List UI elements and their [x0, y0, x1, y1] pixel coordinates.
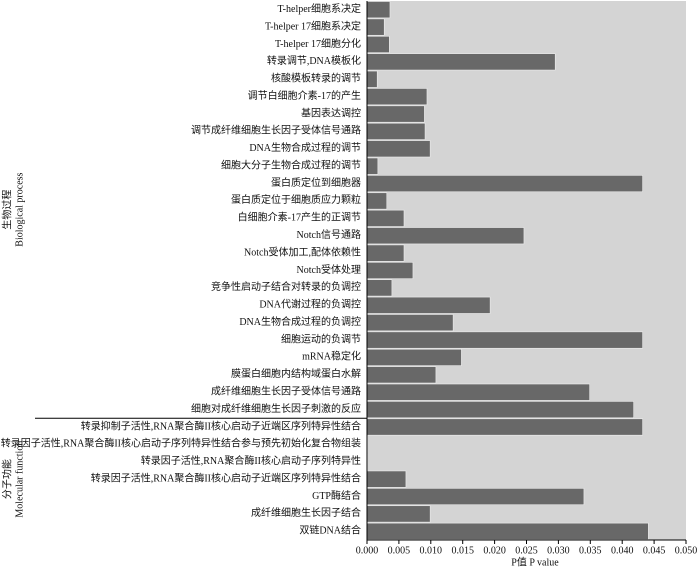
bar	[366, 505, 431, 523]
bar	[366, 105, 425, 123]
bar	[366, 157, 379, 175]
y-tick-label: 蛋白质定位到细胞器	[271, 176, 361, 189]
y-tick-label: 转录因子活性,RNA聚合酶II核心启动子序列特异性结合参与预先初始化复合物组装	[1, 437, 361, 450]
bar	[366, 383, 590, 401]
x-tick-label: 0.015	[451, 545, 474, 556]
y-tick-label: 膜蛋白细胞内结构域蛋白水解	[231, 367, 361, 380]
x-tick-label: 0.025	[515, 545, 538, 556]
bar	[366, 262, 414, 279]
y-tick-label: 调节成纤维细胞生长因子受体信号通路	[191, 124, 361, 137]
y-tick-label: Notch受体加工,配体依赖性	[244, 245, 361, 258]
bar	[366, 192, 388, 210]
x-tick-label: 0.010	[420, 545, 443, 556]
y-tick-label: 竞争性启动子结合对转录的负调控	[211, 280, 361, 293]
bar	[366, 279, 393, 297]
bar	[366, 1, 391, 19]
bar	[366, 470, 407, 488]
bar	[366, 418, 643, 436]
y-tick-label: DNA生物合成过程的负调控	[239, 315, 361, 328]
plot-background	[367, 1, 686, 540]
y-tick-label: 双链DNA结合	[299, 524, 361, 537]
y-tick-label: 细胞大分子生物合成过程的调节	[221, 158, 361, 171]
bar	[366, 296, 491, 314]
y-tick-label: 转录调节,DNA模板化	[267, 54, 361, 67]
y-tick-label: 细胞运动的负调节	[281, 332, 361, 345]
bar	[366, 70, 378, 88]
y-tick-label: T-helper 17细胞分化	[275, 37, 361, 50]
group-label: 生物过程	[0, 190, 13, 230]
y-tick-label: 基因表达调控	[301, 106, 361, 119]
x-axis-label: P值 P value	[511, 555, 559, 568]
y-tick-label: 调节白细胞介素-17的产生	[248, 89, 361, 102]
bar	[366, 348, 462, 366]
x-tick-label: 0.035	[579, 545, 602, 556]
bar	[366, 53, 556, 71]
y-tick-label: Notch受体处理	[297, 264, 361, 276]
bar	[366, 244, 405, 262]
x-tick-label: 0.050	[675, 545, 698, 556]
y-tick-label: T-helper细胞系决定	[277, 2, 361, 15]
bar	[366, 140, 431, 158]
y-tick-label: Notch信号通路	[297, 228, 361, 241]
y-tick-label: 转录因子活性,RNA聚合酶II核心启动子近端区序列特异性结合	[91, 471, 361, 484]
x-tick-label: 0.045	[643, 545, 666, 556]
y-tick-label: T-helper 17细胞系决定	[265, 19, 361, 32]
x-tick-label: 0.005	[388, 545, 411, 556]
y-tick-label: 蛋白质定位于细胞质应力颗粒	[231, 193, 361, 206]
bar	[366, 227, 525, 245]
bar	[366, 488, 585, 506]
bar	[366, 366, 437, 384]
group-label-en: Biological process	[14, 172, 25, 246]
y-tick-label: mRNA稳定化	[302, 350, 361, 363]
bar	[366, 18, 385, 36]
y-tick-label: 成纤维细胞生长因子受体信号通路	[211, 385, 361, 398]
y-tick-label: 白细胞介素-17产生的正调节	[238, 211, 361, 224]
y-tick-label: 核酸模板转录的调节	[271, 72, 361, 85]
bar	[366, 314, 454, 332]
x-tick-label: 0.040	[611, 545, 634, 556]
y-tick-label: 转录因子活性,RNA聚合酶II核心启动子序列特异性	[141, 454, 361, 467]
bar	[366, 35, 390, 53]
bar	[366, 522, 649, 540]
bar	[366, 401, 634, 419]
y-tick-label: DNA生物合成过程的调节	[249, 141, 361, 154]
y-tick-label: DNA代谢过程的负调控	[259, 298, 361, 311]
bar	[366, 175, 643, 193]
bar	[366, 122, 426, 140]
y-tick-label: GTP酶结合	[312, 489, 361, 502]
y-tick-label: 成纤维细胞生长因子结合	[251, 506, 361, 519]
bar	[366, 331, 643, 349]
y-tick-label: 细胞对成纤维细胞生长因子刺激的反应	[191, 402, 361, 415]
x-tick-label: 0.020	[483, 545, 506, 556]
x-tick-label: 0.000	[356, 545, 379, 556]
group-label: 分子功能	[0, 459, 13, 499]
bar	[366, 209, 405, 227]
group-label-en: Molecular function	[14, 441, 25, 518]
y-tick-label: 转录抑制子活性,RNA聚合酶II核心启动子近端区序列特异性结合	[81, 419, 361, 432]
bar	[366, 88, 428, 106]
x-tick-label: 0.030	[547, 545, 570, 556]
